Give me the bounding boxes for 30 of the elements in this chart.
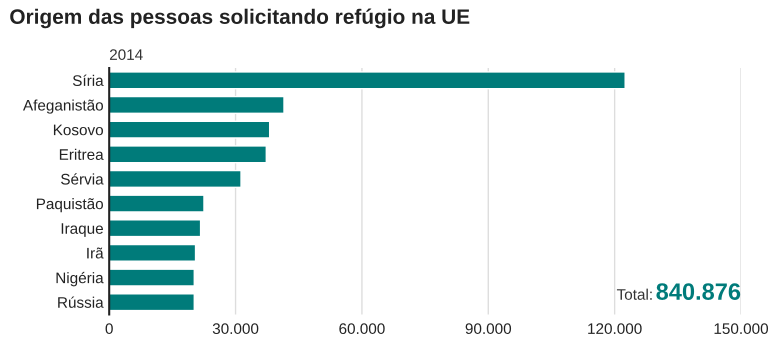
annotation: 840.876: [656, 283, 740, 300]
x-tick-label: 0: [106, 323, 113, 334]
y-tick-label: Afeganistão: [22, 99, 104, 114]
annotation: Total:: [616, 288, 652, 300]
y-tick-label: Rússia: [58, 296, 104, 308]
x-tick-label: 60.000: [339, 323, 385, 334]
bar: [109, 120, 270, 139]
y-tick-label: Sérvia: [61, 173, 104, 185]
y-tick-label: Iraque: [62, 223, 103, 237]
y-tick-label: Paquistão: [36, 198, 104, 212]
bar: [109, 268, 195, 287]
bar: [109, 219, 202, 238]
x-tick-label: 120.000: [588, 323, 642, 334]
bar: [109, 96, 285, 114]
chart-title: Origem das pessoas solicitando refúgio na UE: [10, 8, 470, 28]
y-tick-label: Irã: [87, 247, 104, 259]
x-tick-label: 90.000: [466, 323, 512, 334]
x-tick-label: 30.000: [212, 323, 258, 334]
bar: [109, 71, 626, 90]
y-tick-label: Síria: [72, 74, 104, 86]
bar: [109, 145, 268, 164]
bar: [109, 194, 205, 213]
y-tick-label: Eritrea: [60, 148, 104, 160]
bar: [109, 170, 242, 188]
bar: [109, 293, 195, 312]
y-tick-label: Kosovo: [54, 124, 104, 136]
y-tick-label: Nigéria: [56, 272, 104, 286]
bar: [109, 244, 196, 262]
x-tick-label: 150.000: [714, 323, 768, 334]
chart-subtitle: 2014: [110, 49, 143, 60]
